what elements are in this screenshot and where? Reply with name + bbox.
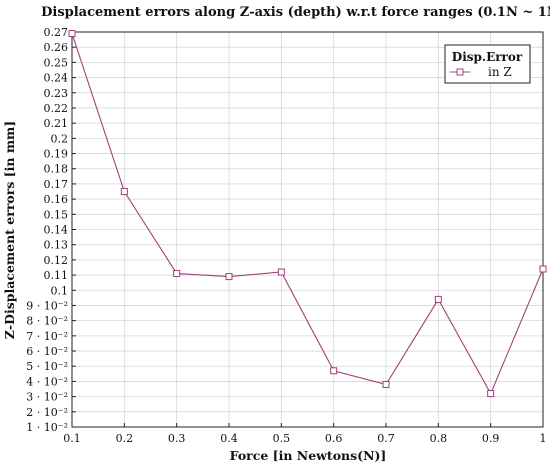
legend: Disp.Error in Z bbox=[444, 44, 531, 84]
series-line bbox=[71, 33, 544, 395]
x-tick-label: 0.3 bbox=[168, 432, 186, 445]
y-tick-label: 0.19 bbox=[44, 148, 69, 161]
y-tick-label: 0.17 bbox=[44, 178, 69, 191]
x-tick-label: 0.9 bbox=[482, 432, 500, 445]
y-tick-label: 0.27 bbox=[44, 26, 69, 39]
y-tick-label: 0.14 bbox=[44, 224, 69, 237]
data-point bbox=[330, 367, 338, 375]
data-point bbox=[120, 188, 128, 196]
chart-title: Displacement errors along Z-axis (depth)… bbox=[41, 5, 550, 20]
legend-series-label: in Z bbox=[488, 65, 512, 79]
y-tick-label: 0.1 bbox=[51, 284, 69, 297]
y-tick-label: 8 · 10⁻² bbox=[26, 315, 68, 328]
y-tick-label: 0.18 bbox=[44, 163, 69, 176]
x-tick-label: 0.8 bbox=[430, 432, 448, 445]
y-tick-label: 0.23 bbox=[44, 87, 69, 100]
y-tick-label: 0.21 bbox=[44, 117, 69, 130]
data-point bbox=[173, 270, 181, 278]
legend-series-marker bbox=[456, 68, 464, 76]
x-tick-label: 0.2 bbox=[116, 432, 134, 445]
y-tick-label: 7 · 10⁻² bbox=[26, 330, 68, 343]
data-point bbox=[382, 380, 390, 388]
x-tick-label: 0.1 bbox=[63, 432, 81, 445]
x-tick-label: 0.6 bbox=[325, 432, 343, 445]
y-tick-label: 0.24 bbox=[44, 72, 69, 85]
y-tick-label: 0.2 bbox=[51, 132, 69, 145]
x-axis-ticks: 0.1 0.2 0.3 0.4 0.5 0.6 0.7 0.8 0.9 1 bbox=[63, 423, 547, 445]
y-tick-label: 3 · 10⁻² bbox=[26, 391, 68, 404]
legend-box bbox=[444, 44, 531, 84]
y-tick-label: 2 · 10⁻² bbox=[26, 406, 68, 419]
y-tick-label: 0.22 bbox=[44, 102, 69, 115]
data-point bbox=[539, 265, 547, 273]
data-point bbox=[277, 268, 285, 276]
y-axis-label: Z-Displacement errors [in mm] bbox=[2, 121, 17, 339]
y-axis-ticks: 1 · 10⁻² 2 · 10⁻² 3 · 10⁻² 4 · 10⁻² 5 · 10⁻²… bbox=[26, 26, 76, 434]
data-point bbox=[487, 390, 495, 398]
y-tick-label: 0.25 bbox=[44, 56, 69, 69]
x-tick-label: 0.7 bbox=[377, 432, 395, 445]
data-point bbox=[434, 295, 442, 303]
x-tick-label: 0.4 bbox=[220, 432, 238, 445]
x-tick-label: 1 bbox=[540, 432, 547, 445]
y-tick-label: 0.16 bbox=[44, 193, 69, 206]
y-tick-label: 0.26 bbox=[44, 41, 69, 54]
y-tick-label: 6 · 10⁻² bbox=[26, 345, 68, 358]
data-point bbox=[68, 30, 76, 38]
y-tick-label: 5 · 10⁻² bbox=[26, 360, 68, 373]
series-layer bbox=[68, 30, 547, 398]
y-tick-label: 0.15 bbox=[44, 208, 69, 221]
x-tick-label: 0.5 bbox=[273, 432, 291, 445]
y-tick-label: 0.13 bbox=[44, 239, 69, 252]
y-tick-label: 0.11 bbox=[44, 269, 69, 282]
y-tick-label: 0.12 bbox=[44, 254, 69, 267]
x-axis-label: Force [in Newtons(N)] bbox=[230, 448, 387, 463]
legend-title: Disp.Error bbox=[452, 50, 523, 64]
grid bbox=[71, 31, 544, 428]
y-tick-label: 4 · 10⁻² bbox=[26, 375, 68, 388]
y-tick-label: 9 · 10⁻² bbox=[26, 299, 68, 312]
data-point bbox=[225, 273, 233, 281]
y-tick-label: 1 · 10⁻² bbox=[26, 421, 68, 434]
